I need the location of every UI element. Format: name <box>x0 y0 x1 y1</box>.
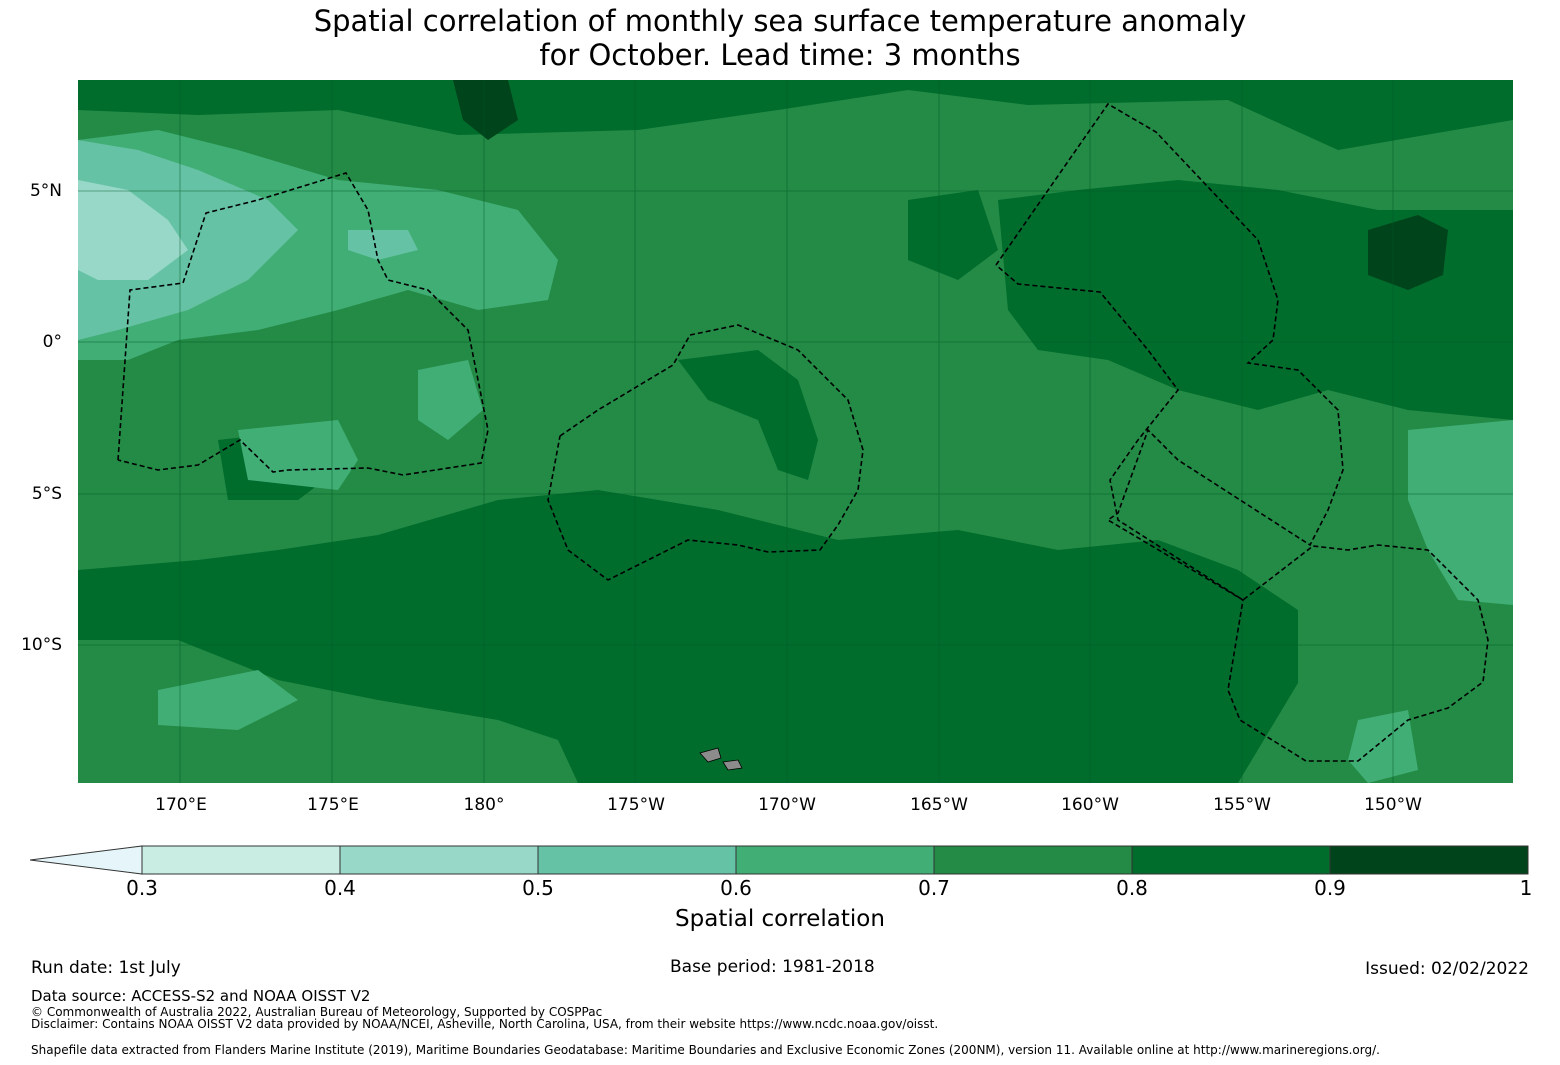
colorbar-tick-0.5: 0.5 <box>522 876 554 900</box>
north-strip <box>78 80 1513 150</box>
lon-tick-165W: 165°W <box>910 795 968 815</box>
shapefile-credit: Shapefile data extracted from Flanders M… <box>31 1043 1380 1057</box>
title-line-2: for October. Lead time: 3 months <box>539 38 1021 72</box>
graticule <box>78 80 1513 783</box>
colorbar-tick-0.7: 0.7 <box>918 876 950 900</box>
colorbar-label: Spatial correlation <box>675 906 885 932</box>
run-date: Run date: 1st July <box>31 958 181 978</box>
eez-kiribati-phoenix <box>547 324 864 581</box>
lon-tick-150W: 150°W <box>1364 795 1422 815</box>
correlation-map <box>78 80 1513 783</box>
disclaimer: Disclaimer: Contains NOAA OISST V2 data … <box>31 1017 939 1031</box>
lat-tick-5N: 5°N <box>29 181 62 201</box>
copyright: © Commonwealth of Australia 2022, Austra… <box>31 1005 603 1019</box>
colorbar-bin-0.7 <box>933 845 1133 875</box>
mid-blob <box>908 190 998 280</box>
lat-tick-10S: 10°S <box>21 635 62 655</box>
colorbar-tick-1: 1 <box>1519 876 1533 900</box>
field-0.5-0.6 <box>78 140 418 340</box>
map-title: Spatial correlation of monthly sea surfa… <box>0 4 1560 72</box>
lon-tick-155W: 155°W <box>1213 795 1271 815</box>
title-line-1: Spatial correlation of monthly sea surfa… <box>313 4 1247 38</box>
samoa-island-1 <box>699 747 722 763</box>
eez-kiribati-line <box>995 102 1489 762</box>
colorbar-bin-0.5 <box>537 845 737 875</box>
southeast-patch <box>1408 420 1513 605</box>
north-blob <box>453 80 518 140</box>
far-south-patch <box>1348 710 1418 783</box>
colorbar <box>30 845 1529 875</box>
field-0.4-0.5 <box>78 180 188 280</box>
samoa-island-2 <box>722 759 743 771</box>
colorbar-tick-0.4: 0.4 <box>324 876 356 900</box>
colorbar-extend-low <box>30 845 143 875</box>
lon-tick-180: 180° <box>463 795 505 815</box>
colorbar-bin-0.8 <box>1131 845 1331 875</box>
colorbar-tick-0.3: 0.3 <box>126 876 158 900</box>
west-light <box>78 140 298 340</box>
lon-tick-170W: 170°W <box>758 795 816 815</box>
central-blob <box>678 350 818 480</box>
land <box>699 747 743 771</box>
lat-tick-0: 0° <box>42 332 62 352</box>
southwest-patch-3 <box>158 670 298 730</box>
lon-tick-160W: 160°W <box>1061 795 1119 815</box>
lat-tick-5S: 5°S <box>31 484 62 504</box>
issued-date: Issued: 02/02/2022 <box>1365 959 1529 979</box>
south-band <box>78 490 1298 783</box>
colorbar-bin-0.6 <box>735 845 935 875</box>
southwest-patch-2 <box>418 360 483 440</box>
west-lightest <box>78 180 188 280</box>
colorbar-tick-0.6: 0.6 <box>720 876 752 900</box>
north-light <box>348 230 418 260</box>
colorbar-tick-0.8: 0.8 <box>1116 876 1148 900</box>
colorbar-bin-0.4 <box>339 845 539 875</box>
colorbar-tick-0.9: 0.9 <box>1314 876 1346 900</box>
southwest-patch-1 <box>238 420 358 490</box>
ne-blob <box>1368 215 1448 290</box>
field-0.8-0.9 <box>78 80 1513 783</box>
lon-tick-175W: 175°W <box>607 795 665 815</box>
eez-kiribati-gilbert <box>117 172 489 476</box>
colorbar-bin-0.9 <box>1329 845 1529 875</box>
lon-tick-175E: 175°E <box>307 795 359 815</box>
field-0.9-1 <box>453 80 1448 290</box>
colorbar-bin-0.3 <box>141 845 341 875</box>
eez-boundaries <box>117 102 1489 762</box>
base-period: Base period: 1981-2018 <box>670 957 875 977</box>
data-source: Data source: ACCESS-S2 and NOAA OISST V2 <box>31 987 371 1005</box>
lon-tick-170E: 170°E <box>155 795 207 815</box>
